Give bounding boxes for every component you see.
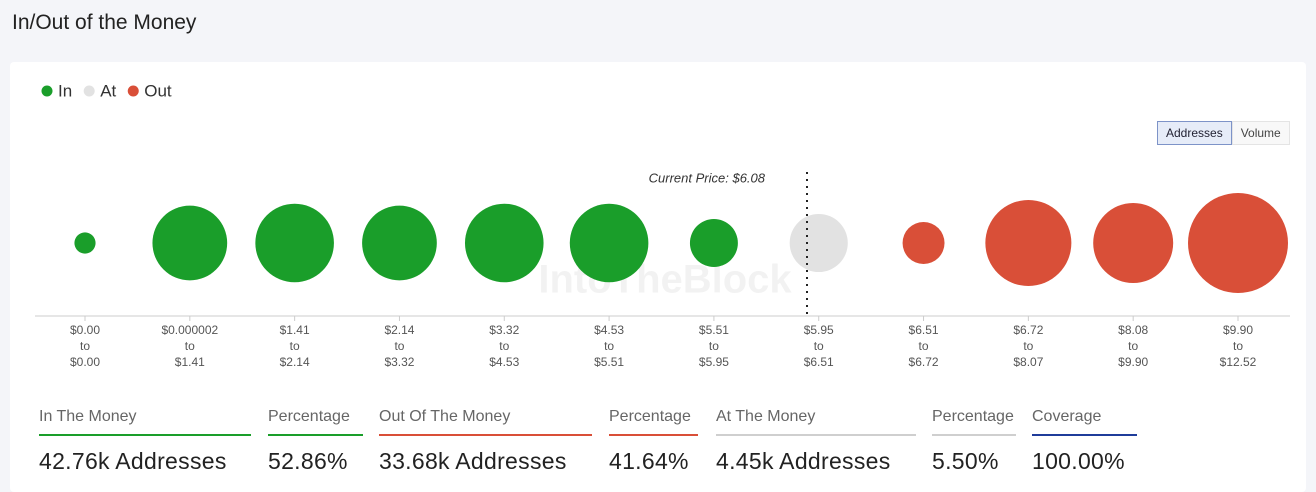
legend-swatch: [41, 85, 53, 97]
stat-value: 4.45k Addresses: [716, 448, 891, 474]
x-tick-label: $5.51: [594, 355, 624, 369]
x-tick-label: $3.32: [489, 323, 519, 337]
x-tick-label: $3.32: [384, 355, 414, 369]
x-tick-joiner: to: [709, 339, 719, 353]
bubble: [464, 203, 544, 283]
x-tick-joiner: to: [814, 339, 824, 353]
stat-label: Out Of The Money: [379, 408, 592, 436]
bubble: [74, 232, 96, 254]
bubble: [362, 205, 437, 281]
x-tick-label: $5.95: [804, 323, 834, 337]
x-tick-label: $0.00: [70, 323, 100, 337]
x-tick-label: $0.00: [70, 355, 100, 369]
x-tick-joiner: to: [1128, 339, 1138, 353]
stat-label: Coverage: [1032, 408, 1137, 436]
x-tick-label: $9.90: [1118, 355, 1148, 369]
legend-swatch: [127, 85, 139, 97]
x-tick-label: $6.51: [804, 355, 834, 369]
stat-value: 42.76k Addresses: [39, 448, 227, 474]
x-tick-label: $5.51: [699, 323, 729, 337]
x-tick-joiner: to: [1233, 339, 1243, 353]
stat-label: Percentage: [268, 408, 363, 436]
x-tick-joiner: to: [185, 339, 195, 353]
card: [10, 62, 1306, 492]
bubble: [789, 213, 848, 273]
stat-label: At The Money: [716, 408, 916, 436]
bubble: [902, 222, 945, 264]
x-tick-label: $5.95: [699, 355, 729, 369]
bubble: [1188, 193, 1288, 293]
stat-value: 52.86%: [268, 448, 348, 474]
stat: Coverage 100.00%: [1032, 408, 1137, 475]
stat-value: 100.00%: [1032, 448, 1125, 474]
x-tick-joiner: to: [604, 339, 614, 353]
x-tick-label: $2.14: [384, 323, 414, 337]
x-tick-joiner: to: [919, 339, 929, 353]
stat-label: Percentage: [932, 408, 1016, 436]
x-tick-label: $2.14: [280, 355, 310, 369]
x-tick-label: $4.53: [594, 323, 624, 337]
bubble: [569, 203, 649, 283]
bubble: [1093, 203, 1174, 283]
stat: Percentage 52.86%: [268, 408, 363, 475]
x-tick-label: $8.07: [1013, 355, 1043, 369]
stat-value: 41.64%: [609, 448, 689, 474]
stat: Percentage 41.64%: [609, 408, 698, 475]
current-price-label: Current Price: $6.08: [649, 170, 766, 185]
stat-value: 5.50%: [932, 448, 999, 474]
x-tick-joiner: to: [80, 339, 90, 353]
stat-label: Percentage: [609, 408, 698, 436]
stat: Percentage 5.50%: [932, 408, 1016, 475]
stat: In The Money 42.76k Addresses: [39, 408, 251, 475]
x-tick-label: $0.000002: [161, 323, 218, 337]
x-tick-label: $12.52: [1220, 355, 1257, 369]
x-tick-label: $9.90: [1223, 323, 1253, 337]
x-tick-label: $6.72: [909, 355, 939, 369]
legend-swatch: [83, 85, 95, 97]
bubble: [689, 219, 738, 267]
legend-label: In: [58, 81, 72, 100]
x-tick-label: $6.51: [909, 323, 939, 337]
toggle: Addresses Volume: [1157, 121, 1290, 145]
x-tick-label: $4.53: [489, 355, 519, 369]
stat-label: In The Money: [39, 408, 251, 436]
x-tick-label: $1.41: [175, 355, 205, 369]
legend-label: At: [100, 81, 116, 100]
toggle-button[interactable]: Addresses: [1157, 121, 1232, 145]
stat-value: 33.68k Addresses: [379, 448, 567, 474]
page-title: In/Out of the Money: [12, 11, 197, 34]
x-tick-joiner: to: [290, 339, 300, 353]
x-tick-joiner: to: [1023, 339, 1033, 353]
x-tick-joiner: to: [394, 339, 404, 353]
x-tick-label: $1.41: [280, 323, 310, 337]
x-tick-joiner: to: [499, 339, 509, 353]
x-tick-label: $8.08: [1118, 323, 1148, 337]
stat: At The Money 4.45k Addresses: [716, 408, 916, 475]
stat: Out Of The Money 33.68k Addresses: [379, 408, 592, 475]
toggle-button[interactable]: Volume: [1231, 121, 1290, 145]
bubble: [152, 205, 228, 281]
x-tick-label: $6.72: [1013, 323, 1043, 337]
bubble: [255, 203, 334, 283]
legend-label: Out: [144, 81, 172, 100]
bubble: [985, 199, 1072, 287]
